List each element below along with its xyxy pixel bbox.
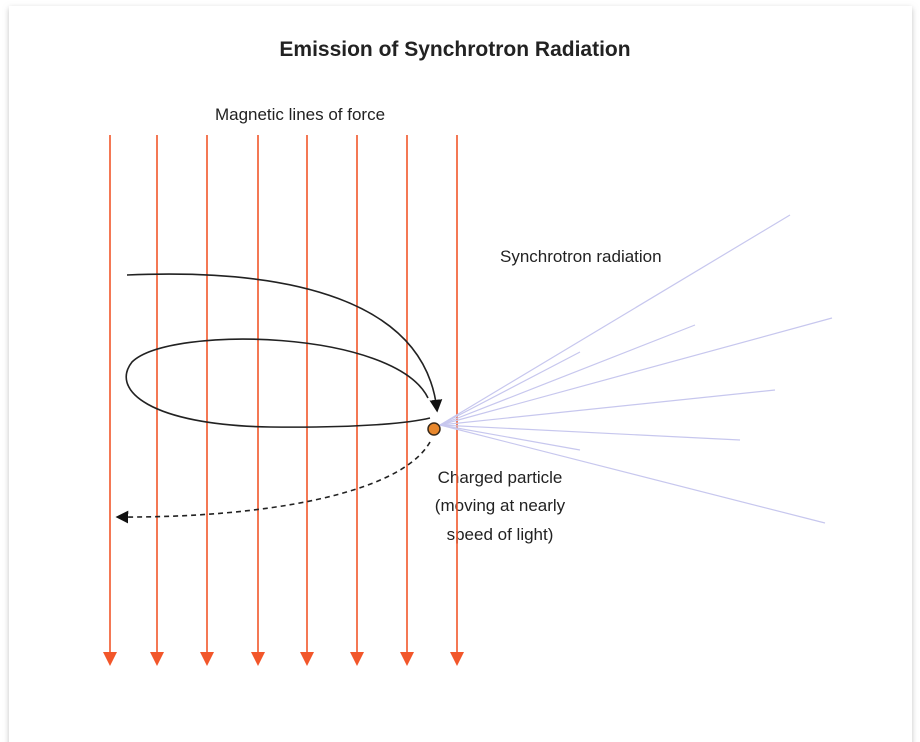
radiation-rays: [439, 214, 833, 524]
ray: [439, 324, 696, 426]
ray: [439, 317, 833, 426]
future-path: [115, 441, 431, 524]
field-line: [450, 135, 464, 666]
radiation-label: Synchrotron radiation: [500, 247, 662, 266]
field-lines: [103, 135, 464, 666]
ray: [439, 424, 741, 441]
field-line: [150, 135, 164, 666]
field-line: [400, 135, 414, 666]
field-line: [350, 135, 364, 666]
trajectory-loop: [125, 338, 431, 428]
field-line: [300, 135, 314, 666]
title: Emission of Synchrotron Radiation: [279, 38, 630, 61]
ray: [439, 424, 581, 451]
panel: [9, 6, 912, 742]
ray: [439, 424, 826, 524]
ray: [439, 389, 776, 426]
particle-label: (moving at nearly: [435, 496, 566, 515]
field-line: [200, 135, 214, 666]
particle: [427, 422, 441, 436]
particle-label: speed of light): [447, 525, 554, 544]
field-line: [103, 135, 117, 666]
ray: [439, 351, 581, 426]
particle-label: Charged particle: [438, 468, 563, 487]
ray: [439, 214, 791, 426]
field-line: [251, 135, 265, 666]
trajectory: [126, 273, 443, 413]
field-label: Magnetic lines of force: [215, 105, 385, 124]
